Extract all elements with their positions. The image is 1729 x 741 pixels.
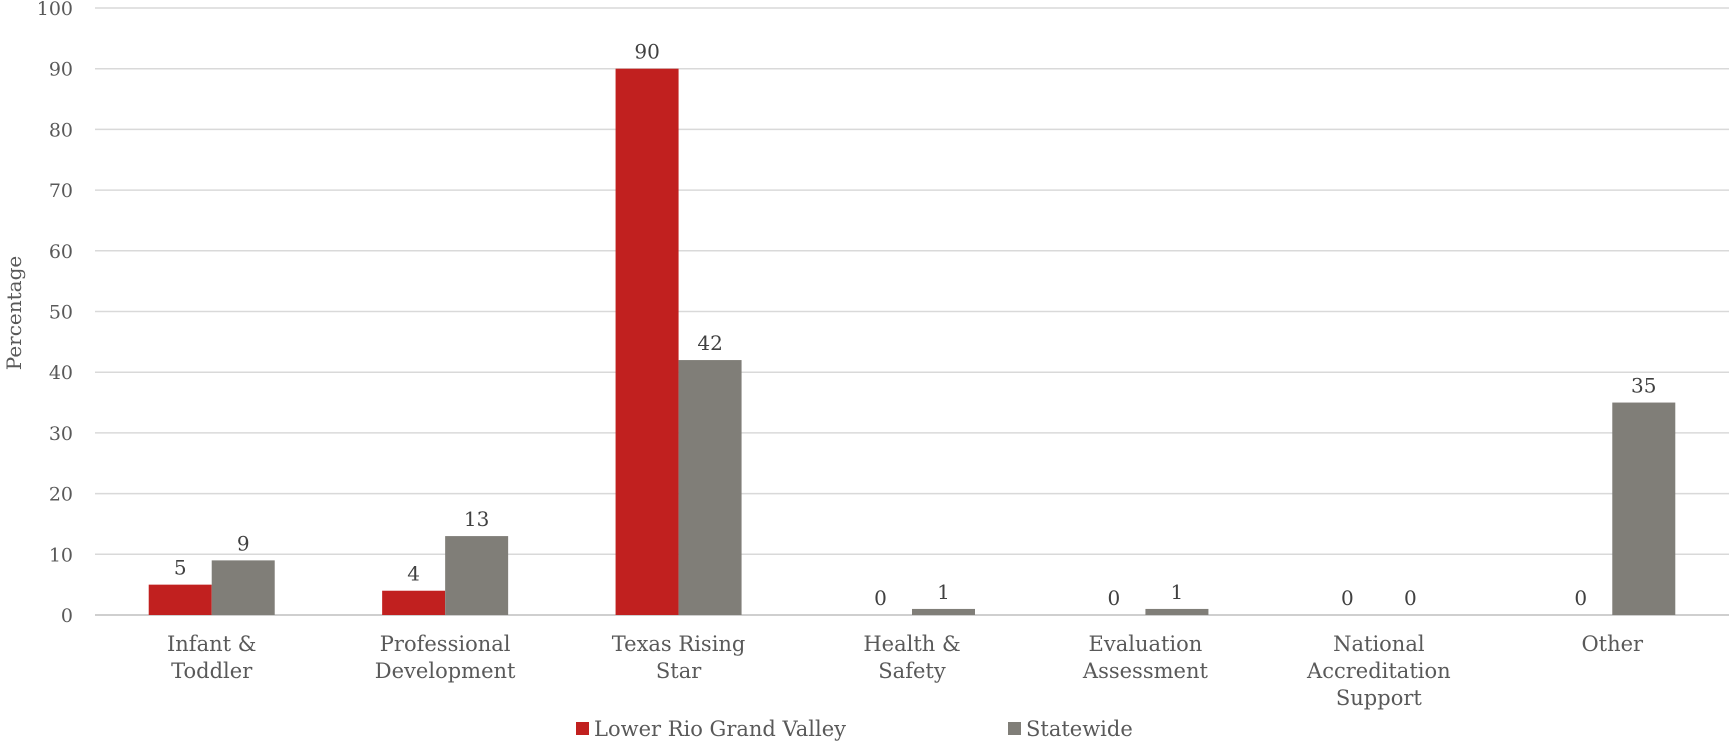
legend: Lower Rio Grand Valley Statewide <box>576 717 1133 741</box>
x-category-label-line: Toddler <box>171 659 253 683</box>
x-category-label: Texas Rising Star <box>612 632 746 683</box>
legend-label: Lower Rio Grand Valley <box>594 717 846 741</box>
bar <box>148 584 212 615</box>
data-label: 0 <box>1404 586 1417 610</box>
y-tick-label: 0 <box>61 605 73 627</box>
data-label: 1 <box>937 580 950 604</box>
x-category-label-line: Other <box>1581 632 1644 656</box>
bar <box>211 560 275 615</box>
bar <box>445 536 509 615</box>
bars <box>148 68 1676 615</box>
bar <box>1612 402 1676 615</box>
data-label: 4 <box>407 562 420 586</box>
data-label: 0 <box>1341 586 1354 610</box>
y-tick-label: 70 <box>49 180 73 202</box>
legend-swatch <box>1008 722 1021 735</box>
data-label: 0 <box>1108 586 1121 610</box>
data-label: 90 <box>634 40 659 64</box>
data-labels: 5 9 4 13 90 42 0 1 0 1 0 0 0 35 <box>174 40 1657 610</box>
x-category-label-line: Development <box>375 659 516 683</box>
legend-label: Statewide <box>1026 717 1133 741</box>
y-tick-label: 10 <box>49 544 73 566</box>
y-axis-ticks: 0 10 20 30 40 50 60 70 80 90 100 <box>37 0 73 627</box>
y-tick-label: 50 <box>49 302 73 324</box>
data-label: 5 <box>174 556 187 580</box>
x-category-label-line: Texas Rising <box>612 632 746 656</box>
x-category-label-line: Infant & <box>167 632 256 656</box>
gridlines <box>95 7 1729 616</box>
y-tick-label: 90 <box>49 59 73 81</box>
x-category-label: Infant & Toddler <box>167 632 256 683</box>
y-tick-label: 40 <box>49 362 73 384</box>
x-category-label-line: Health & <box>863 632 960 656</box>
y-tick-label: 80 <box>49 119 73 141</box>
data-label: 35 <box>1631 374 1656 398</box>
y-tick-label: 60 <box>49 241 73 263</box>
x-category-label: Evaluation Assessment <box>1082 632 1209 683</box>
data-label: 9 <box>237 531 250 555</box>
data-label: 0 <box>874 586 887 610</box>
x-category-label-line: National <box>1333 632 1425 656</box>
x-category-label-line: Safety <box>878 659 946 683</box>
data-label: 42 <box>697 331 722 355</box>
x-category-label-line: Professional <box>380 632 511 656</box>
data-label: 1 <box>1171 580 1184 604</box>
legend-swatch <box>576 722 589 735</box>
x-category-label: Health & Safety <box>863 632 960 683</box>
bar <box>382 590 446 615</box>
data-label: 13 <box>464 507 489 531</box>
x-category-label: Professional Development <box>375 632 516 683</box>
x-category-label-line: Star <box>656 659 702 683</box>
bar <box>678 360 742 615</box>
data-label: 0 <box>1574 586 1587 610</box>
x-category-label: National Accreditation Support <box>1306 632 1451 710</box>
bar <box>1145 608 1209 615</box>
x-category-label-line: Evaluation <box>1089 632 1203 656</box>
bar <box>912 608 975 615</box>
x-category-label-line: Accreditation <box>1306 659 1451 683</box>
x-category-label-line: Support <box>1336 686 1422 710</box>
x-category-label-line: Assessment <box>1082 659 1209 683</box>
x-axis-categories: Infant & Toddler Professional Development Te… <box>167 632 1644 710</box>
y-tick-label: 20 <box>49 484 73 506</box>
bar <box>615 68 679 615</box>
x-category-label: Other <box>1581 632 1644 656</box>
y-axis-title: Percentage <box>2 256 26 370</box>
y-tick-label: 30 <box>49 423 73 445</box>
y-tick-label: 100 <box>37 0 73 20</box>
